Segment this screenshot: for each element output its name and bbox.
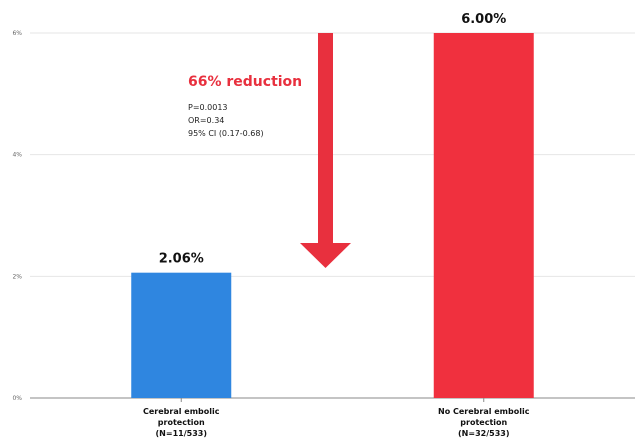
annotation-title: 66% reduction — [188, 74, 302, 90]
annotation-ci: 95% CI (0.17-0.68) — [188, 129, 264, 138]
x-tick-label: protection — [460, 418, 507, 427]
y-tick-label: 2% — [12, 273, 22, 280]
bar — [433, 33, 534, 398]
reduction-annotation: 66% reduction P=0.0013 OR=0.34 95% CI (0… — [188, 33, 351, 268]
bar — [131, 272, 232, 398]
y-axis: 0% 2% 4% 6% — [12, 30, 22, 402]
y-tick-label: 6% — [12, 30, 22, 37]
arrow-shaft — [318, 33, 333, 243]
x-tick-label: protection — [158, 418, 205, 427]
y-tick-label: 4% — [12, 152, 22, 159]
y-tick-label: 0% — [12, 395, 22, 402]
x-tick-label: Cerebral embolic — [143, 407, 220, 416]
x-tick-label: (N=11/533) — [156, 429, 207, 438]
annotation-odds-ratio: OR=0.34 — [188, 116, 224, 125]
x-tick-label: (N=32/533) — [458, 429, 509, 438]
bars: 2.06% Cerebral embolic protection (N=11/533… — [131, 12, 534, 438]
annotation-p-value: P=0.0013 — [188, 103, 228, 112]
x-tick-label: No Cerebral embolic — [438, 407, 530, 416]
arrow-head — [300, 243, 351, 268]
data-label: 6.00% — [461, 12, 506, 27]
data-label: 2.06% — [159, 252, 204, 267]
